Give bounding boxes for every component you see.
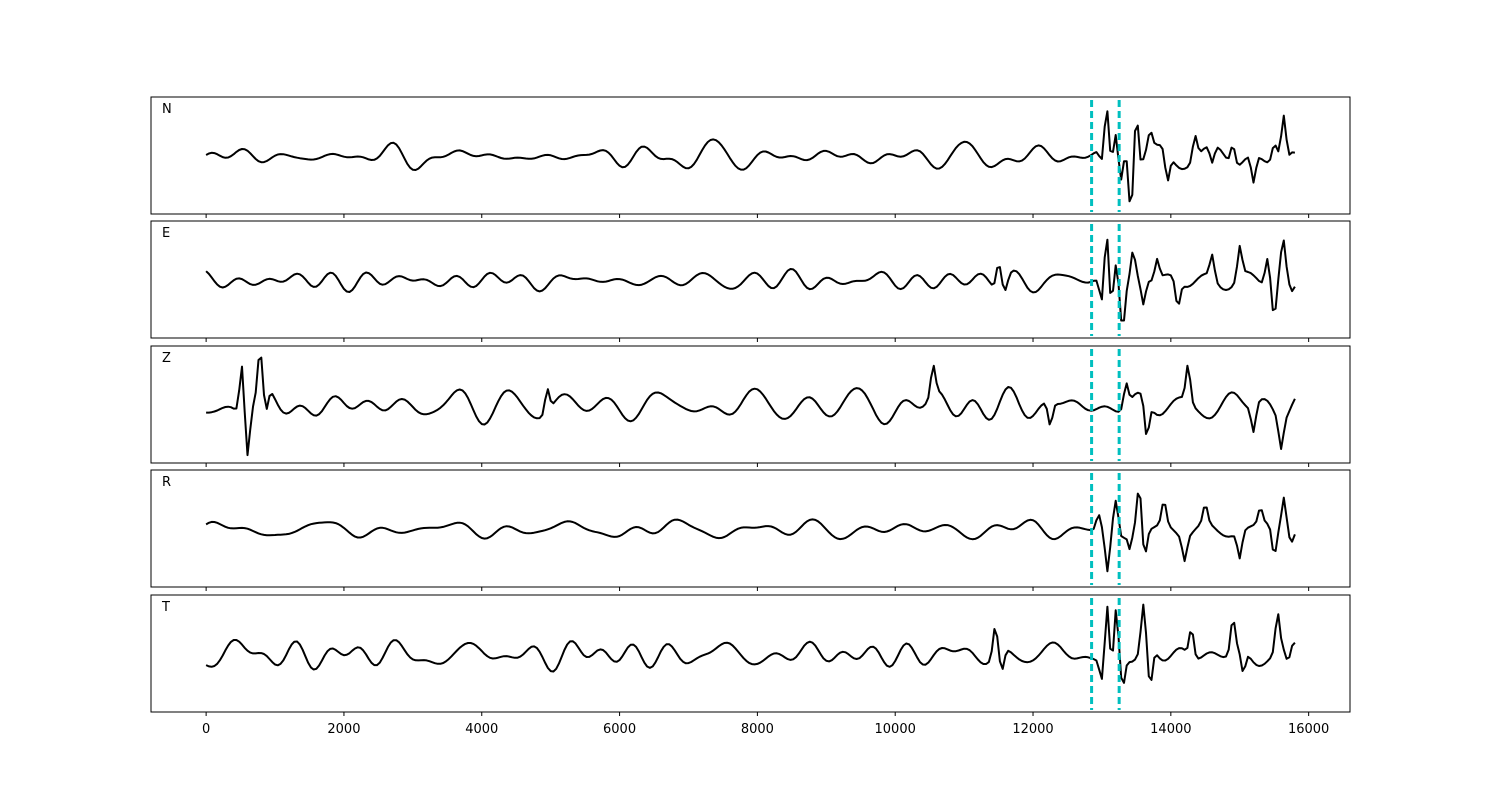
panel-r: R bbox=[150, 469, 1351, 591]
panel-label: E bbox=[162, 226, 170, 241]
panel-n: N bbox=[150, 96, 1351, 218]
x-tick-label: 12000 bbox=[1012, 722, 1053, 737]
panel-label: T bbox=[161, 600, 170, 615]
x-tick-label: 16000 bbox=[1288, 722, 1329, 737]
x-tick-label: 0 bbox=[202, 722, 210, 737]
x-tick-label: 6000 bbox=[603, 722, 636, 737]
waveform-trace bbox=[205, 603, 1296, 684]
panel-label: R bbox=[162, 475, 171, 490]
x-tick-label: 14000 bbox=[1150, 722, 1191, 737]
x-tick-label: 2000 bbox=[327, 722, 360, 737]
waveform-trace bbox=[205, 110, 1295, 203]
panel-label: Z bbox=[162, 351, 171, 366]
waveform-trace bbox=[206, 356, 1296, 457]
panel-frame bbox=[150, 96, 1351, 215]
waveform-trace bbox=[205, 492, 1296, 573]
panel-frame bbox=[150, 594, 1351, 713]
x-tick-label: 8000 bbox=[741, 722, 774, 737]
waveform-trace bbox=[205, 238, 1296, 322]
panel-frame bbox=[150, 469, 1351, 588]
panel-z: Z bbox=[150, 345, 1351, 467]
panels-layer: N E Z R T bbox=[150, 96, 1351, 716]
panel-t: T bbox=[150, 594, 1351, 716]
panel-e: E bbox=[150, 220, 1351, 342]
panel-frame bbox=[150, 220, 1351, 339]
panel-frame bbox=[150, 345, 1351, 464]
panel-label: N bbox=[162, 102, 172, 117]
x-tick-label: 4000 bbox=[465, 722, 498, 737]
x-axis: 0 2000 4000 6000 8000 10000 12000 14000 16000 bbox=[202, 722, 1329, 737]
x-tick-label: 10000 bbox=[875, 722, 916, 737]
